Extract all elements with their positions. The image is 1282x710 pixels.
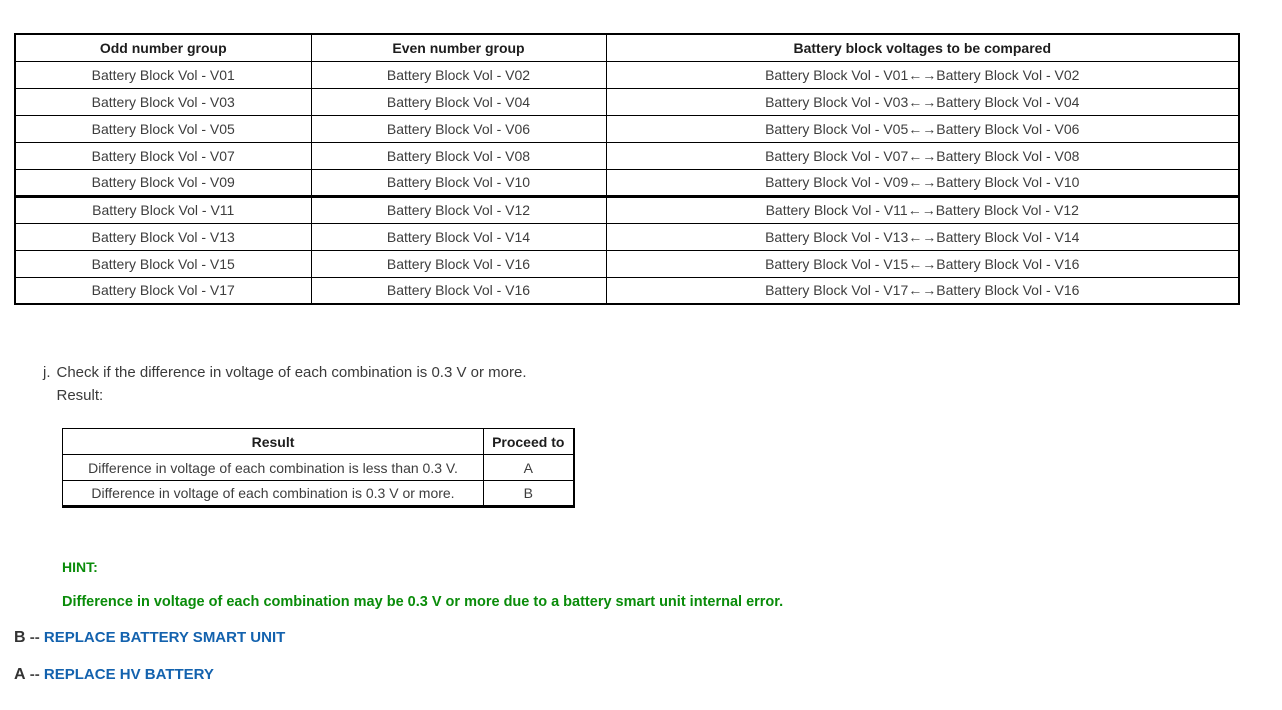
column-header-voltages-compared: Battery block voltages to be compared — [605, 33, 1240, 62]
column-header-odd-group: Odd number group — [14, 33, 312, 62]
outcome-b-prefix: B — [14, 629, 26, 646]
column-header-result: Result — [62, 428, 484, 455]
table-cell: Battery Block Vol - V01←→Battery Block V… — [605, 60, 1240, 89]
table-row: Difference in voltage of each combinatio… — [62, 454, 574, 481]
battery-block-comparison-table: Odd number group Even number group Batte… — [14, 33, 1240, 305]
replace-battery-smart-unit-link[interactable]: REPLACE BATTERY SMART UNIT — [43, 629, 286, 646]
table-row: Battery Block Vol - V05 Battery Block Vol… — [14, 114, 1240, 143]
outcome-b: B -- REPLACE BATTERY SMART UNIT — [14, 629, 285, 647]
result-label: Result: — [56, 387, 104, 404]
result-table: Result Proceed to Difference in voltage … — [62, 428, 575, 508]
table-row: Battery Block Vol - V09 Battery Block Vol… — [14, 168, 1240, 197]
hint-text: Difference in voltage of each combinatio… — [62, 594, 784, 610]
table-row: Battery Block Vol - V07 Battery Block Vol… — [14, 141, 1240, 170]
outcome-a-prefix: A — [14, 666, 26, 683]
table-row: Battery Block Vol - V03 Battery Block Vol… — [14, 87, 1240, 116]
comparison-table-header-row: Odd number group Even number group Batte… — [14, 33, 1240, 62]
result-proceed-table: Result Proceed to Difference in voltage … — [62, 428, 575, 508]
table-cell: Battery Block Vol - V13 — [14, 222, 312, 251]
table-cell: Battery Block Vol - V10 — [310, 168, 607, 197]
replace-hv-battery-link[interactable]: REPLACE HV BATTERY — [43, 666, 214, 683]
table-row: Battery Block Vol - V17 Battery Block Vol… — [14, 276, 1240, 305]
table-cell: Battery Block Vol - V06 — [310, 114, 607, 143]
column-header-even-group: Even number group — [310, 33, 607, 62]
table-cell: Battery Block Vol - V03 — [14, 87, 312, 116]
table-cell: Battery Block Vol - V05←→Battery Block V… — [605, 114, 1240, 143]
table-cell: Battery Block Vol - V16 — [310, 249, 607, 278]
table-cell: Battery Block Vol - V09 — [14, 168, 312, 197]
table-cell: Battery Block Vol - V07←→Battery Block V… — [605, 141, 1240, 170]
comparison-table: Odd number group Even number group Batte… — [14, 33, 1240, 305]
table-row: Battery Block Vol - V11 Battery Block Vol… — [14, 194, 1240, 224]
table-cell: Difference in voltage of each combinatio… — [62, 454, 484, 481]
table-cell: A — [483, 454, 574, 481]
table-cell: Battery Block Vol - V03←→Battery Block V… — [605, 87, 1240, 116]
step-text: Check if the difference in voltage of ea… — [56, 364, 527, 381]
step-j-instruction: j. Check if the difference in voltage of… — [43, 361, 526, 407]
hint-label: HINT: — [62, 559, 98, 575]
step-body: Check if the difference in voltage of ea… — [57, 361, 527, 407]
table-cell: Battery Block Vol - V05 — [14, 114, 312, 143]
table-cell: Battery Block Vol - V14 — [310, 222, 607, 251]
table-cell: Battery Block Vol - V17←→Battery Block V… — [605, 276, 1240, 305]
table-row: Battery Block Vol - V13 Battery Block Vol… — [14, 222, 1240, 251]
outcome-b-separator: -- — [29, 629, 40, 646]
table-cell: Battery Block Vol - V15 — [14, 249, 312, 278]
table-cell: B — [483, 480, 574, 507]
table-cell: Battery Block Vol - V17 — [14, 276, 312, 305]
table-cell: Battery Block Vol - V15←→Battery Block V… — [605, 249, 1240, 278]
table-cell: Battery Block Vol - V07 — [14, 141, 312, 170]
table-cell: Battery Block Vol - V08 — [310, 141, 607, 170]
table-cell: Battery Block Vol - V16 — [310, 276, 607, 305]
table-cell: Difference in voltage of each combinatio… — [62, 480, 484, 507]
outcome-a: A -- REPLACE HV BATTERY — [14, 666, 214, 684]
table-cell: Battery Block Vol - V02 — [310, 60, 607, 89]
column-header-proceed-to: Proceed to — [483, 428, 574, 455]
result-table-header-row: Result Proceed to — [62, 428, 574, 455]
table-row: Battery Block Vol - V01 Battery Block Vol… — [14, 60, 1240, 89]
table-row: Difference in voltage of each combinatio… — [62, 480, 574, 507]
table-cell: Battery Block Vol - V11 — [14, 194, 312, 224]
table-cell: Battery Block Vol - V09←→Battery Block V… — [605, 168, 1240, 197]
outcome-a-separator: -- — [29, 666, 40, 683]
table-cell: Battery Block Vol - V13←→Battery Block V… — [605, 222, 1240, 251]
step-marker: j. — [43, 364, 51, 381]
table-cell: Battery Block Vol - V12 — [310, 194, 607, 224]
table-cell: Battery Block Vol - V04 — [310, 87, 607, 116]
table-cell: Battery Block Vol - V11←→Battery Block V… — [605, 194, 1240, 224]
table-cell: Battery Block Vol - V01 — [14, 60, 312, 89]
table-row: Battery Block Vol - V15 Battery Block Vol… — [14, 249, 1240, 278]
